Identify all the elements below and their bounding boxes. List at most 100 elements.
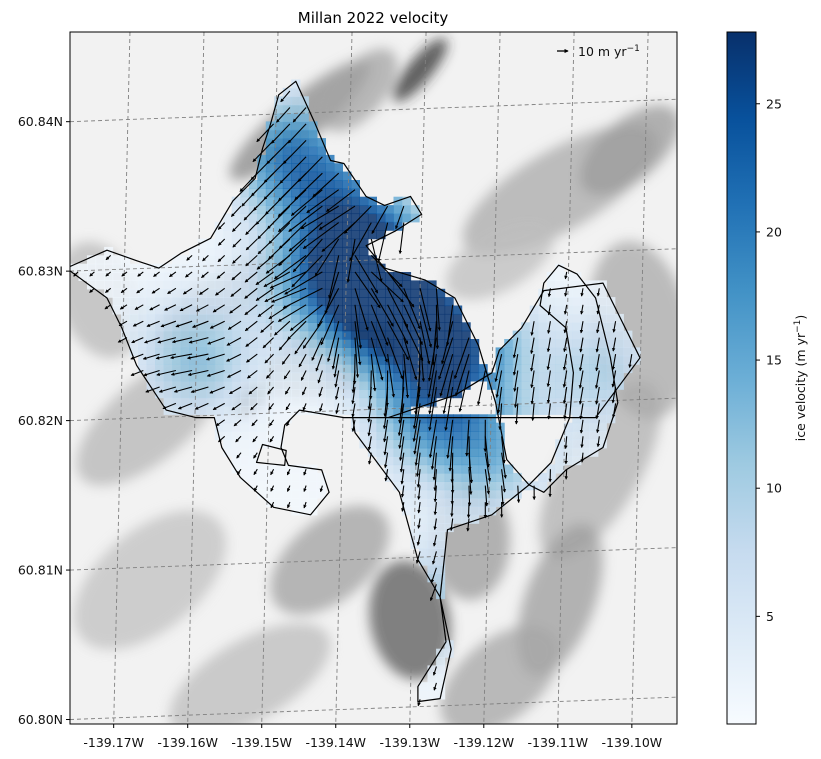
velocity-arrow: [286, 468, 291, 476]
quiver-key: 10 m yr−1: [557, 44, 640, 59]
velocity-cell: [495, 439, 505, 449]
velocity-cell: [240, 213, 250, 223]
velocity-cell: [112, 272, 122, 281]
velocity-cell: [402, 280, 412, 290]
velocity-cell: [282, 263, 292, 273]
x-tick-label: -139.16W: [157, 735, 218, 750]
velocity-cell: [342, 263, 352, 273]
velocity-cell: [172, 280, 182, 290]
velocity-cell: [291, 397, 301, 407]
velocity-cell: [419, 498, 429, 507]
velocity-cell: [538, 472, 548, 482]
velocity-arrow: [252, 435, 258, 443]
colorbar-tick-label: 20: [766, 224, 782, 239]
velocity-cell: [444, 305, 454, 315]
velocity-cell: [342, 355, 352, 365]
velocity-cell: [453, 330, 463, 340]
velocity-cell: [291, 330, 301, 340]
velocity-cell: [444, 489, 454, 499]
velocity-cell: [342, 196, 352, 206]
velocity-cell: [308, 397, 318, 407]
velocity-cell: [121, 263, 131, 273]
velocity-arrow: [217, 255, 226, 263]
velocity-arrow: [118, 320, 128, 327]
velocity-arrow: [370, 304, 389, 346]
velocity-cell: [427, 481, 437, 491]
velocity-arrow: [226, 353, 242, 362]
velocity-cell: [308, 389, 318, 399]
velocity-cell: [427, 397, 437, 407]
velocity-arrow: [431, 551, 437, 565]
velocity-cell: [197, 397, 207, 407]
velocity-cell: [504, 355, 514, 365]
velocity-cell: [427, 322, 437, 332]
velocity-cell: [87, 263, 97, 273]
velocity-cell: [478, 364, 488, 374]
velocity-cell: [257, 313, 267, 323]
velocity-cell: [240, 347, 250, 357]
velocity-cell: [444, 472, 454, 482]
velocity-cell: [274, 322, 284, 332]
velocity-cell: [189, 364, 199, 374]
glacier-outline-main: [70, 80, 641, 703]
velocity-cell: [316, 246, 326, 256]
velocity-cell: [206, 364, 216, 374]
velocity-cell: [572, 288, 582, 298]
velocity-cell: [393, 347, 403, 357]
velocity-cell: [308, 213, 318, 223]
velocity-cell: [402, 439, 412, 449]
velocity-cell: [350, 364, 360, 374]
velocity-arrow: [612, 321, 617, 333]
velocity-cell: [342, 297, 352, 307]
velocity-arrow: [387, 320, 409, 361]
velocity-cell: [376, 439, 386, 449]
velocity-cell: [410, 481, 420, 491]
velocity-cell: [231, 364, 241, 374]
velocity-cell: [223, 280, 233, 290]
velocity-arrow: [157, 337, 177, 344]
velocity-arrow: [263, 271, 291, 288]
velocity-cell: [436, 573, 446, 583]
velocity-arrow: [466, 518, 470, 532]
velocity-cell: [419, 339, 429, 348]
velocity-cell: [478, 464, 488, 474]
velocity-cell: [436, 364, 446, 374]
velocity-cell: [180, 389, 190, 399]
velocity-cell: [376, 380, 386, 390]
velocity-cell: [248, 405, 258, 415]
velocity-cell: [350, 272, 360, 281]
velocity-arrow: [319, 485, 324, 493]
velocity-cell: [359, 196, 369, 206]
velocity-cell: [367, 305, 377, 315]
velocity-cell: [538, 297, 548, 307]
velocity-cell: [495, 472, 505, 482]
velocity-arrow: [257, 304, 274, 318]
velocity-cell: [546, 397, 556, 407]
velocity-cell: [436, 481, 446, 491]
velocity-cell: [248, 255, 258, 265]
velocity-arrow: [611, 370, 617, 388]
velocity-cell: [487, 489, 497, 499]
velocity-cell: [461, 431, 471, 441]
y-tick-label: 60.84N: [18, 114, 63, 129]
velocity-cell: [70, 263, 80, 273]
velocity-cell: [163, 263, 173, 273]
velocity-cell: [180, 330, 190, 340]
velocity-arrow: [318, 386, 323, 398]
velocity-cell: [359, 397, 369, 407]
velocity-cell: [402, 347, 412, 357]
velocity-cell: [342, 272, 352, 281]
velocity-cell: [461, 339, 471, 348]
velocity-cell: [189, 255, 199, 265]
velocity-arrow: [403, 304, 423, 346]
velocity-cell: [589, 305, 599, 315]
meridian-line: [409, 32, 427, 724]
velocity-cell: [580, 431, 590, 441]
velocity-cell: [231, 380, 241, 390]
velocity-cell: [240, 280, 250, 290]
velocity-cell: [427, 422, 437, 432]
velocity-arrow: [579, 419, 584, 434]
velocity-cell: [504, 481, 514, 491]
velocity-cell: [350, 389, 360, 399]
velocity-cell: [257, 188, 267, 198]
